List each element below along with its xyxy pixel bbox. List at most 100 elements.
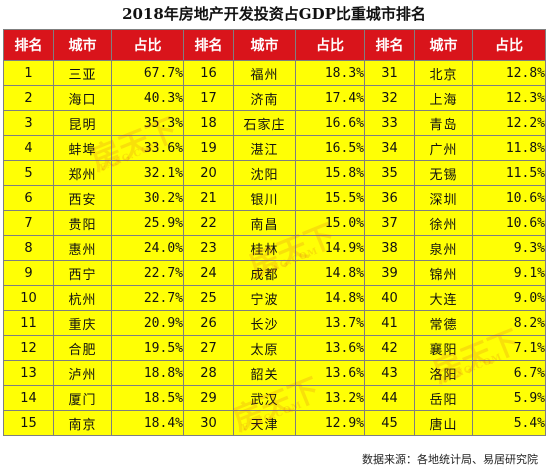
share-cell: 14.8% [296, 261, 365, 286]
rank-cell: 19 [184, 136, 234, 161]
share-cell: 6.7% [473, 361, 546, 386]
city-cell: 锦州 [415, 261, 473, 286]
share-cell: 14.9% [296, 236, 365, 261]
rank-cell: 20 [184, 161, 234, 186]
header-cell: 占比 [473, 30, 546, 61]
share-cell: 40.3% [112, 86, 184, 111]
rank-cell: 1 [4, 61, 54, 86]
rank-cell: 29 [184, 386, 234, 411]
city-cell: 海口 [54, 86, 112, 111]
rank-cell: 42 [365, 336, 415, 361]
share-cell: 20.9% [112, 311, 184, 336]
city-cell: 南昌 [234, 211, 296, 236]
share-cell: 16.6% [296, 111, 365, 136]
share-cell: 32.1% [112, 161, 184, 186]
city-cell: 郑州 [54, 161, 112, 186]
share-cell: 18.4% [112, 411, 184, 436]
ranking-table: 排名 城市 占比 排名 城市 占比 排名 城市 占比 1 三亚 67.7% 16 福州 18.3% 31 北京… [3, 29, 546, 436]
share-cell: 15.8% [296, 161, 365, 186]
share-cell: 12.9% [296, 411, 365, 436]
rank-cell: 39 [365, 261, 415, 286]
header-cell: 排名 [365, 30, 415, 61]
table-body: 1 三亚 67.7% 16 福州 18.3% 31 北京 12.8% 2 海口 40.3% 17 济南 17… [4, 61, 546, 436]
city-cell: 三亚 [54, 61, 112, 86]
city-cell: 徐州 [415, 211, 473, 236]
city-cell: 厦门 [54, 386, 112, 411]
share-cell: 33.6% [112, 136, 184, 161]
city-cell: 北京 [415, 61, 473, 86]
table-header-row: 排名 城市 占比 排名 城市 占比 排名 城市 占比 [4, 30, 546, 61]
header-cell: 城市 [54, 30, 112, 61]
page-title: 2018年房地产开发投资占GDP比重城市排名 [0, 0, 548, 28]
rank-cell: 37 [365, 211, 415, 236]
share-cell: 67.7% [112, 61, 184, 86]
city-cell: 大连 [415, 286, 473, 311]
share-cell: 35.3% [112, 111, 184, 136]
rank-cell: 13 [4, 361, 54, 386]
table-row: 5 郑州 32.1% 20 沈阳 15.8% 35 无锡 11.5% [4, 161, 546, 186]
city-cell: 昆明 [54, 111, 112, 136]
table-row: 14 厦门 18.5% 29 武汉 13.2% 44 岳阳 5.9% [4, 386, 546, 411]
table-row: 13 泸州 18.8% 28 韶关 13.6% 43 洛阳 6.7% [4, 361, 546, 386]
table-row: 4 蚌埠 33.6% 19 湛江 16.5% 34 广州 11.8% [4, 136, 546, 161]
city-cell: 唐山 [415, 411, 473, 436]
table-row: 11 重庆 20.9% 26 长沙 13.7% 41 常德 8.2% [4, 311, 546, 336]
share-cell: 5.9% [473, 386, 546, 411]
data-source-note: 数据来源：各地统计局、易居研究院 [362, 451, 538, 469]
share-cell: 9.1% [473, 261, 546, 286]
table-row: 9 西宁 22.7% 24 成都 14.8% 39 锦州 9.1% [4, 261, 546, 286]
rank-cell: 32 [365, 86, 415, 111]
rank-cell: 9 [4, 261, 54, 286]
city-cell: 青岛 [415, 111, 473, 136]
city-cell: 济南 [234, 86, 296, 111]
rank-cell: 5 [4, 161, 54, 186]
city-cell: 重庆 [54, 311, 112, 336]
city-cell: 天津 [234, 411, 296, 436]
table-row: 12 合肥 19.5% 27 太原 13.6% 42 襄阳 7.1% [4, 336, 546, 361]
share-cell: 8.2% [473, 311, 546, 336]
share-cell: 25.9% [112, 211, 184, 236]
city-cell: 长沙 [234, 311, 296, 336]
table-row: 15 南京 18.4% 30 天津 12.9% 45 唐山 5.4% [4, 411, 546, 436]
table-row: 1 三亚 67.7% 16 福州 18.3% 31 北京 12.8% [4, 61, 546, 86]
rank-cell: 21 [184, 186, 234, 211]
table-row: 2 海口 40.3% 17 济南 17.4% 32 上海 12.3% [4, 86, 546, 111]
city-cell: 沈阳 [234, 161, 296, 186]
city-cell: 武汉 [234, 386, 296, 411]
share-cell: 24.0% [112, 236, 184, 261]
rank-cell: 12 [4, 336, 54, 361]
city-cell: 惠州 [54, 236, 112, 261]
city-cell: 南京 [54, 411, 112, 436]
rank-cell: 41 [365, 311, 415, 336]
city-cell: 湛江 [234, 136, 296, 161]
share-cell: 11.8% [473, 136, 546, 161]
share-cell: 13.6% [296, 361, 365, 386]
city-cell: 洛阳 [415, 361, 473, 386]
city-cell: 银川 [234, 186, 296, 211]
share-cell: 22.7% [112, 286, 184, 311]
rank-cell: 8 [4, 236, 54, 261]
city-cell: 泸州 [54, 361, 112, 386]
rank-cell: 11 [4, 311, 54, 336]
table-row: 6 西安 30.2% 21 银川 15.5% 36 深圳 10.6% [4, 186, 546, 211]
share-cell: 9.0% [473, 286, 546, 311]
share-cell: 18.3% [296, 61, 365, 86]
city-cell: 石家庄 [234, 111, 296, 136]
share-cell: 14.8% [296, 286, 365, 311]
rank-cell: 25 [184, 286, 234, 311]
rank-cell: 18 [184, 111, 234, 136]
rank-cell: 22 [184, 211, 234, 236]
rank-cell: 6 [4, 186, 54, 211]
city-cell: 韶关 [234, 361, 296, 386]
city-cell: 蚌埠 [54, 136, 112, 161]
city-cell: 西宁 [54, 261, 112, 286]
rank-cell: 30 [184, 411, 234, 436]
city-cell: 西安 [54, 186, 112, 211]
rank-cell: 14 [4, 386, 54, 411]
share-cell: 12.2% [473, 111, 546, 136]
header-cell: 排名 [184, 30, 234, 61]
header-cell: 占比 [296, 30, 365, 61]
header-cell: 排名 [4, 30, 54, 61]
city-cell: 常德 [415, 311, 473, 336]
city-cell: 合肥 [54, 336, 112, 361]
